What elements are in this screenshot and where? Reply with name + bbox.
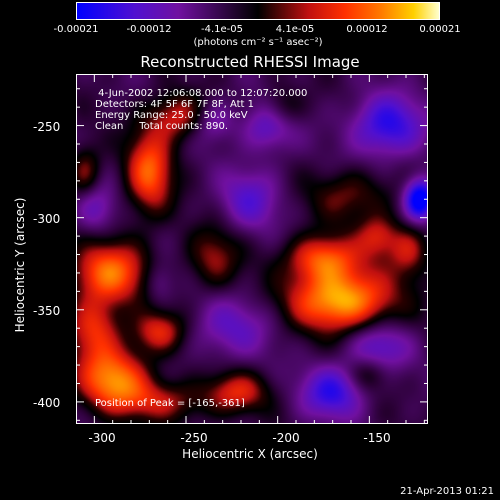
chart-title: Reconstructed RHESSI Image: [140, 53, 360, 71]
colorbar-unit-label: (photons cm⁻² s⁻¹ asec⁻²): [193, 37, 323, 48]
colorbar-tick: -4.1e-05: [201, 24, 243, 35]
colorbar-tick: 0.00012: [346, 24, 388, 35]
info-line: Detectors: 4F 5F 6F 7F 8F, Att 1: [95, 99, 255, 110]
y-axis-label: Heliocentric Y (arcsec): [13, 197, 27, 333]
plot-frame: [76, 74, 428, 424]
colorbar-tick: -0.00012: [126, 24, 172, 35]
info-line: 4-Jun-2002 12:06:08.000 to 12:07:20.000: [95, 88, 308, 99]
heatmap-plot: [76, 74, 428, 424]
colorbar-tick: -0.00021: [53, 24, 99, 35]
x-tick-label: -250: [180, 431, 208, 445]
x-tick-label: -150: [363, 431, 391, 445]
x-tick-label: -300: [88, 431, 116, 445]
colorbar-tick: 4.1e-05: [275, 24, 315, 35]
y-tick-label: -300: [33, 212, 61, 226]
info-line: Energy Range: 25.0 - 50.0 keV: [95, 110, 248, 121]
footer-timestamp: 21-Apr-2013 01:21: [400, 486, 494, 497]
colorbar: [76, 2, 440, 20]
heatmap-image: [76, 74, 428, 424]
axis-ticks: [76, 74, 428, 424]
x-axis-label: Heliocentric X (arcsec): [182, 447, 318, 461]
y-tick-label: -350: [33, 304, 61, 318]
colorbar-tick: 0.00021: [419, 24, 461, 35]
x-tick-label: -200: [272, 431, 300, 445]
info-line: Clean Total counts: 890.: [95, 121, 229, 132]
y-tick-label: -400: [33, 396, 61, 410]
peak-position-label: Position of Peak = [-165,-361]: [95, 398, 245, 409]
y-tick-label: -250: [33, 120, 61, 134]
